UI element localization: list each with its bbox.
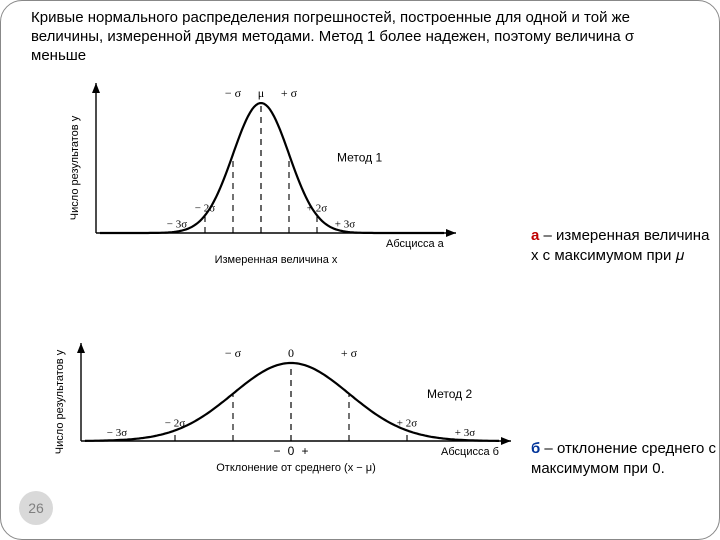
caption-b-letter: б bbox=[531, 440, 540, 457]
svg-text:− 2σ: − 2σ bbox=[195, 202, 215, 214]
caption-b: б – отклонение среднего с максимумом при… bbox=[531, 439, 716, 478]
svg-text:+ 2σ: + 2σ bbox=[307, 202, 327, 214]
svg-text:+ 3σ: + 3σ bbox=[335, 219, 355, 231]
svg-text:+ 2σ: + 2σ bbox=[397, 417, 417, 429]
slide-title: Кривые нормального распределения погрешн… bbox=[31, 9, 691, 65]
svg-text:− 3σ: − 3σ bbox=[167, 219, 187, 231]
svg-text:Отклонение от среднего (x −: Отклонение от среднего (x − μ) bbox=[216, 462, 376, 474]
svg-text:+ σ: + σ bbox=[341, 346, 358, 360]
svg-text:0: 0 bbox=[288, 444, 295, 458]
svg-text:Метод 2: Метод 2 bbox=[427, 387, 473, 401]
chart-method-2: 0−+0− 3σ− 2σ− σ+ σ+ 2σ+ 3σМетод 2Абсцисс… bbox=[41, 321, 551, 496]
svg-text:μ: μ bbox=[258, 86, 264, 100]
svg-text:−: − bbox=[273, 444, 280, 458]
svg-text:Абсцисса б: Абсцисса б bbox=[441, 446, 499, 458]
svg-text:− 3σ: − 3σ bbox=[107, 427, 127, 439]
caption-a: а – измеренная величина х с максимумом п… bbox=[531, 226, 716, 265]
chart-method-1: μ − 3σ − 2σ − σ + σ + 2σ + 3σ Метод 1 Абсцисса а… bbox=[61, 73, 491, 268]
svg-text:+ 3σ: + 3σ bbox=[455, 427, 475, 439]
slide: Кривые нормального распределения погрешн… bbox=[0, 0, 720, 540]
svg-text:0: 0 bbox=[288, 346, 294, 360]
svg-text:Абсцисса а: Абсцисса а bbox=[386, 238, 445, 250]
caption-a-text: – измеренная величина х с максимумом при… bbox=[531, 227, 709, 264]
slide-number: 26 bbox=[19, 491, 53, 525]
caption-b-text: – отклонение среднего с максимумом при 0… bbox=[531, 440, 716, 477]
svg-text:Измеренная величина x: Измеренная величина x bbox=[215, 254, 338, 266]
svg-text:+: + bbox=[301, 444, 308, 458]
svg-text:Число результатов y: Число результатов y bbox=[54, 349, 66, 454]
svg-text:− 2σ: − 2σ bbox=[165, 417, 185, 429]
svg-text:Число результатов y: Число результатов y bbox=[69, 115, 81, 220]
svg-text:+ σ: + σ bbox=[281, 86, 298, 100]
svg-text:− σ: − σ bbox=[225, 346, 242, 360]
svg-text:Метод 1: Метод 1 bbox=[337, 151, 383, 165]
svg-text:− σ: − σ bbox=[225, 86, 242, 100]
